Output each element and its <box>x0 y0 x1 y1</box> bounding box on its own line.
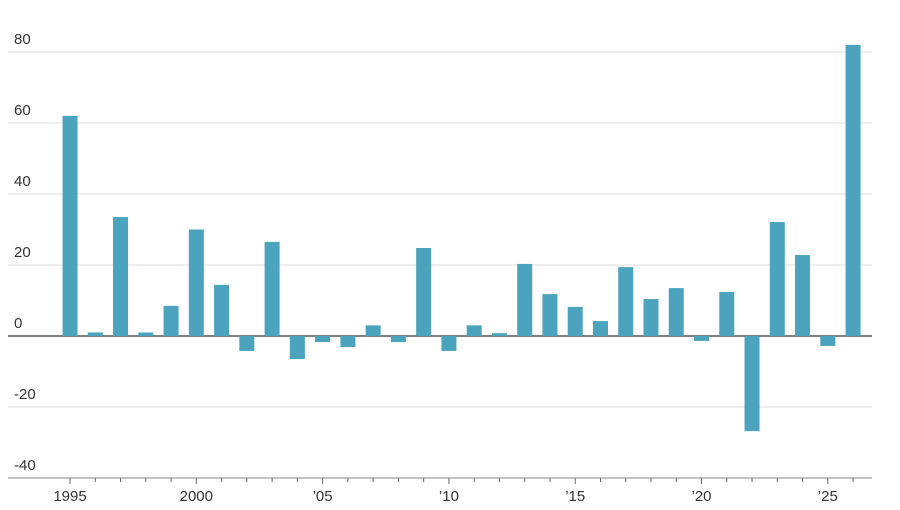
x-tick-label: ’05 <box>313 488 333 505</box>
y-tick-label: -20 <box>14 386 36 403</box>
bar <box>542 294 558 336</box>
bar <box>769 222 785 336</box>
bar <box>113 217 129 336</box>
bar <box>390 336 406 343</box>
x-tick-label: 2000 <box>180 488 213 505</box>
bar <box>643 299 659 336</box>
y-tick-label: 0 <box>14 315 22 332</box>
x-tick-label: 1995 <box>53 488 86 505</box>
y-tick-label: 40 <box>14 173 31 190</box>
bar <box>214 284 230 336</box>
bar <box>138 332 154 336</box>
bar <box>795 255 811 336</box>
bar <box>87 332 103 336</box>
bar <box>845 44 861 337</box>
bar <box>239 336 255 351</box>
y-tick-label: 60 <box>14 102 31 119</box>
bar <box>592 321 608 336</box>
y-tick-label: 80 <box>14 31 31 48</box>
bar <box>567 306 583 336</box>
bar <box>365 325 381 336</box>
bar <box>416 247 432 336</box>
x-tick-label: ’10 <box>439 488 459 505</box>
y-tick-label: 20 <box>14 244 31 261</box>
bar <box>264 241 280 336</box>
y-tick-label: -40 <box>14 457 36 474</box>
bar <box>618 267 634 336</box>
bar <box>719 291 735 336</box>
bar <box>62 115 78 337</box>
bar <box>466 325 482 336</box>
bar <box>188 229 204 336</box>
x-tick-label: ’25 <box>818 488 838 505</box>
x-tick-label: ’20 <box>691 488 711 505</box>
bar <box>694 336 710 341</box>
bar <box>517 263 533 336</box>
bar <box>289 336 305 360</box>
bar <box>163 305 179 336</box>
bar <box>340 336 356 348</box>
bar <box>668 288 684 336</box>
x-tick-label: ’15 <box>565 488 585 505</box>
bar <box>315 336 331 343</box>
bar <box>441 336 457 351</box>
bar <box>820 336 836 346</box>
bar <box>491 333 507 336</box>
bar <box>744 336 760 432</box>
